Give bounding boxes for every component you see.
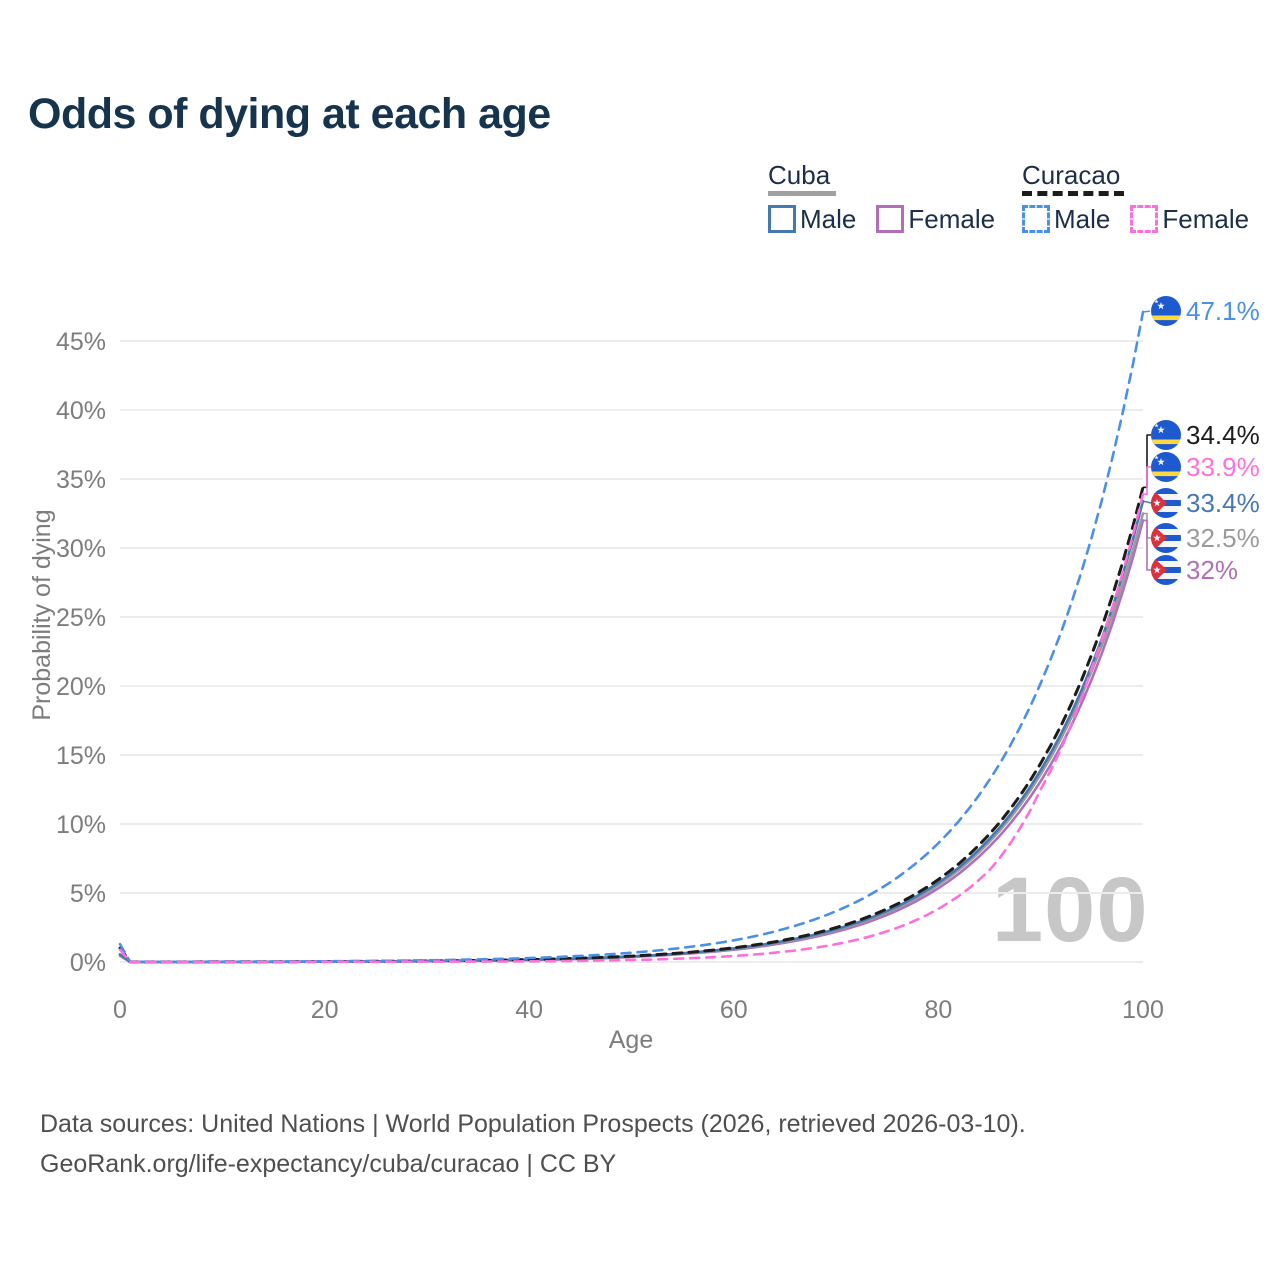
y-tick-label: 10% (56, 811, 106, 839)
footer-attribution: GeoRank.org/life-expectancy/cuba/curacao… (40, 1150, 617, 1178)
legend-swatch-curacao-male[interactable] (1022, 205, 1050, 233)
end-label-value: 32.5% (1186, 522, 1260, 553)
legend-group-cuba: Cuba Male Female (768, 161, 996, 234)
legend-swatch-curacao-female[interactable] (1130, 205, 1159, 233)
legend-group-curacao: Curacao Male Female (1022, 161, 1250, 234)
y-tick-label: 25% (56, 604, 106, 632)
legend-label-curacao-female[interactable]: Female (1162, 203, 1250, 234)
y-tick-label: 0% (70, 949, 106, 977)
x-tick-label: 0 (113, 996, 127, 1024)
x-axis-title: Age (608, 1026, 654, 1054)
y-tick-label: 20% (56, 673, 106, 701)
y-tick-label: 5% (70, 880, 106, 908)
end-label-value: 33.4% (1186, 487, 1260, 518)
legend-heading-curacao[interactable]: Curacao (1022, 161, 1125, 196)
end-label-value: 34.4% (1186, 419, 1260, 450)
x-tick-label: 80 (924, 996, 952, 1024)
y-tick-label: 40% (56, 397, 106, 425)
y-tick-label: 30% (56, 535, 106, 563)
legend-label-curacao-male[interactable]: Male (1054, 203, 1111, 234)
end-label-connector-curacao-total (1143, 434, 1151, 489)
y-tick-label: 35% (56, 466, 106, 494)
x-tick-label: 20 (311, 996, 339, 1024)
legend-label-cuba-female[interactable]: Female (908, 203, 996, 234)
end-label-curacao-total: 34.4% (1151, 420, 1260, 450)
series-line-cuba-total[interactable] (118, 512, 1145, 964)
footer-sources: Data sources: United Nations | World Pop… (40, 1110, 1026, 1138)
end-label-connector-cuba-female (1143, 519, 1151, 571)
cuba-flag-icon (1151, 488, 1181, 518)
series-line-curacao-female[interactable] (118, 492, 1145, 964)
cuba-flag-icon (1151, 555, 1181, 585)
y-tick-label: 15% (56, 742, 106, 770)
cuba-flag-icon (1151, 523, 1181, 553)
end-label-cuba-male: 33.4% (1151, 488, 1260, 518)
end-label-curacao-female: 33.9% (1151, 452, 1260, 482)
legend-swatch-cuba-male[interactable] (768, 205, 796, 233)
end-label-value: 32% (1186, 554, 1239, 585)
footer: Data sources: United Nations | World Pop… (40, 1104, 1240, 1184)
curacao-flag-icon (1151, 296, 1181, 326)
end-label-curacao-male: 47.1% (1151, 296, 1260, 326)
legend-heading-cuba[interactable]: Cuba (768, 161, 837, 196)
end-label-cuba-total: 32.5% (1151, 523, 1260, 553)
curacao-flag-icon (1151, 420, 1181, 450)
end-label-connector-curacao-male (1142, 310, 1152, 313)
x-tick-label: 100 (1122, 996, 1164, 1024)
y-tick-label: 45% (56, 328, 106, 356)
chart-title: Odds of dying at each age (28, 90, 551, 138)
end-label-value: 33.9% (1186, 451, 1260, 482)
series-line-cuba-female[interactable] (118, 519, 1145, 964)
end-label-connector-curacao-female (1143, 466, 1151, 495)
legend-swatch-cuba-female[interactable] (876, 205, 905, 233)
end-label-value: 47.1% (1186, 295, 1260, 326)
legend-label-cuba-male[interactable]: Male (800, 203, 857, 234)
end-label-connector-cuba-male (1142, 500, 1152, 504)
x-tick-label: 60 (720, 996, 748, 1024)
curacao-flag-icon (1151, 452, 1181, 482)
x-tick-label: 40 (515, 996, 543, 1024)
end-label-cuba-female: 32% (1151, 555, 1238, 585)
series-line-curacao-total[interactable] (118, 485, 1145, 964)
age-watermark: 100 (992, 859, 1149, 961)
